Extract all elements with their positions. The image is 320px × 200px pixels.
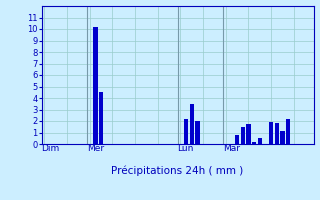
Bar (269, 122, 273, 144)
Bar (189, 104, 194, 144)
Bar (195, 121, 200, 144)
Bar (252, 142, 256, 144)
Bar (99, 92, 103, 144)
Bar (241, 127, 245, 144)
Text: Mar: Mar (223, 144, 240, 153)
Bar (184, 119, 188, 144)
Bar (286, 119, 290, 144)
Bar (258, 138, 262, 144)
Bar (93, 27, 98, 144)
Text: Mer: Mer (87, 144, 104, 153)
Bar (235, 135, 239, 144)
Text: Lun: Lun (178, 144, 194, 153)
Text: Dim: Dim (42, 144, 60, 153)
Bar (246, 124, 251, 144)
Bar (275, 123, 279, 144)
Bar (280, 131, 285, 144)
X-axis label: Précipitations 24h ( mm ): Précipitations 24h ( mm ) (111, 166, 244, 176)
